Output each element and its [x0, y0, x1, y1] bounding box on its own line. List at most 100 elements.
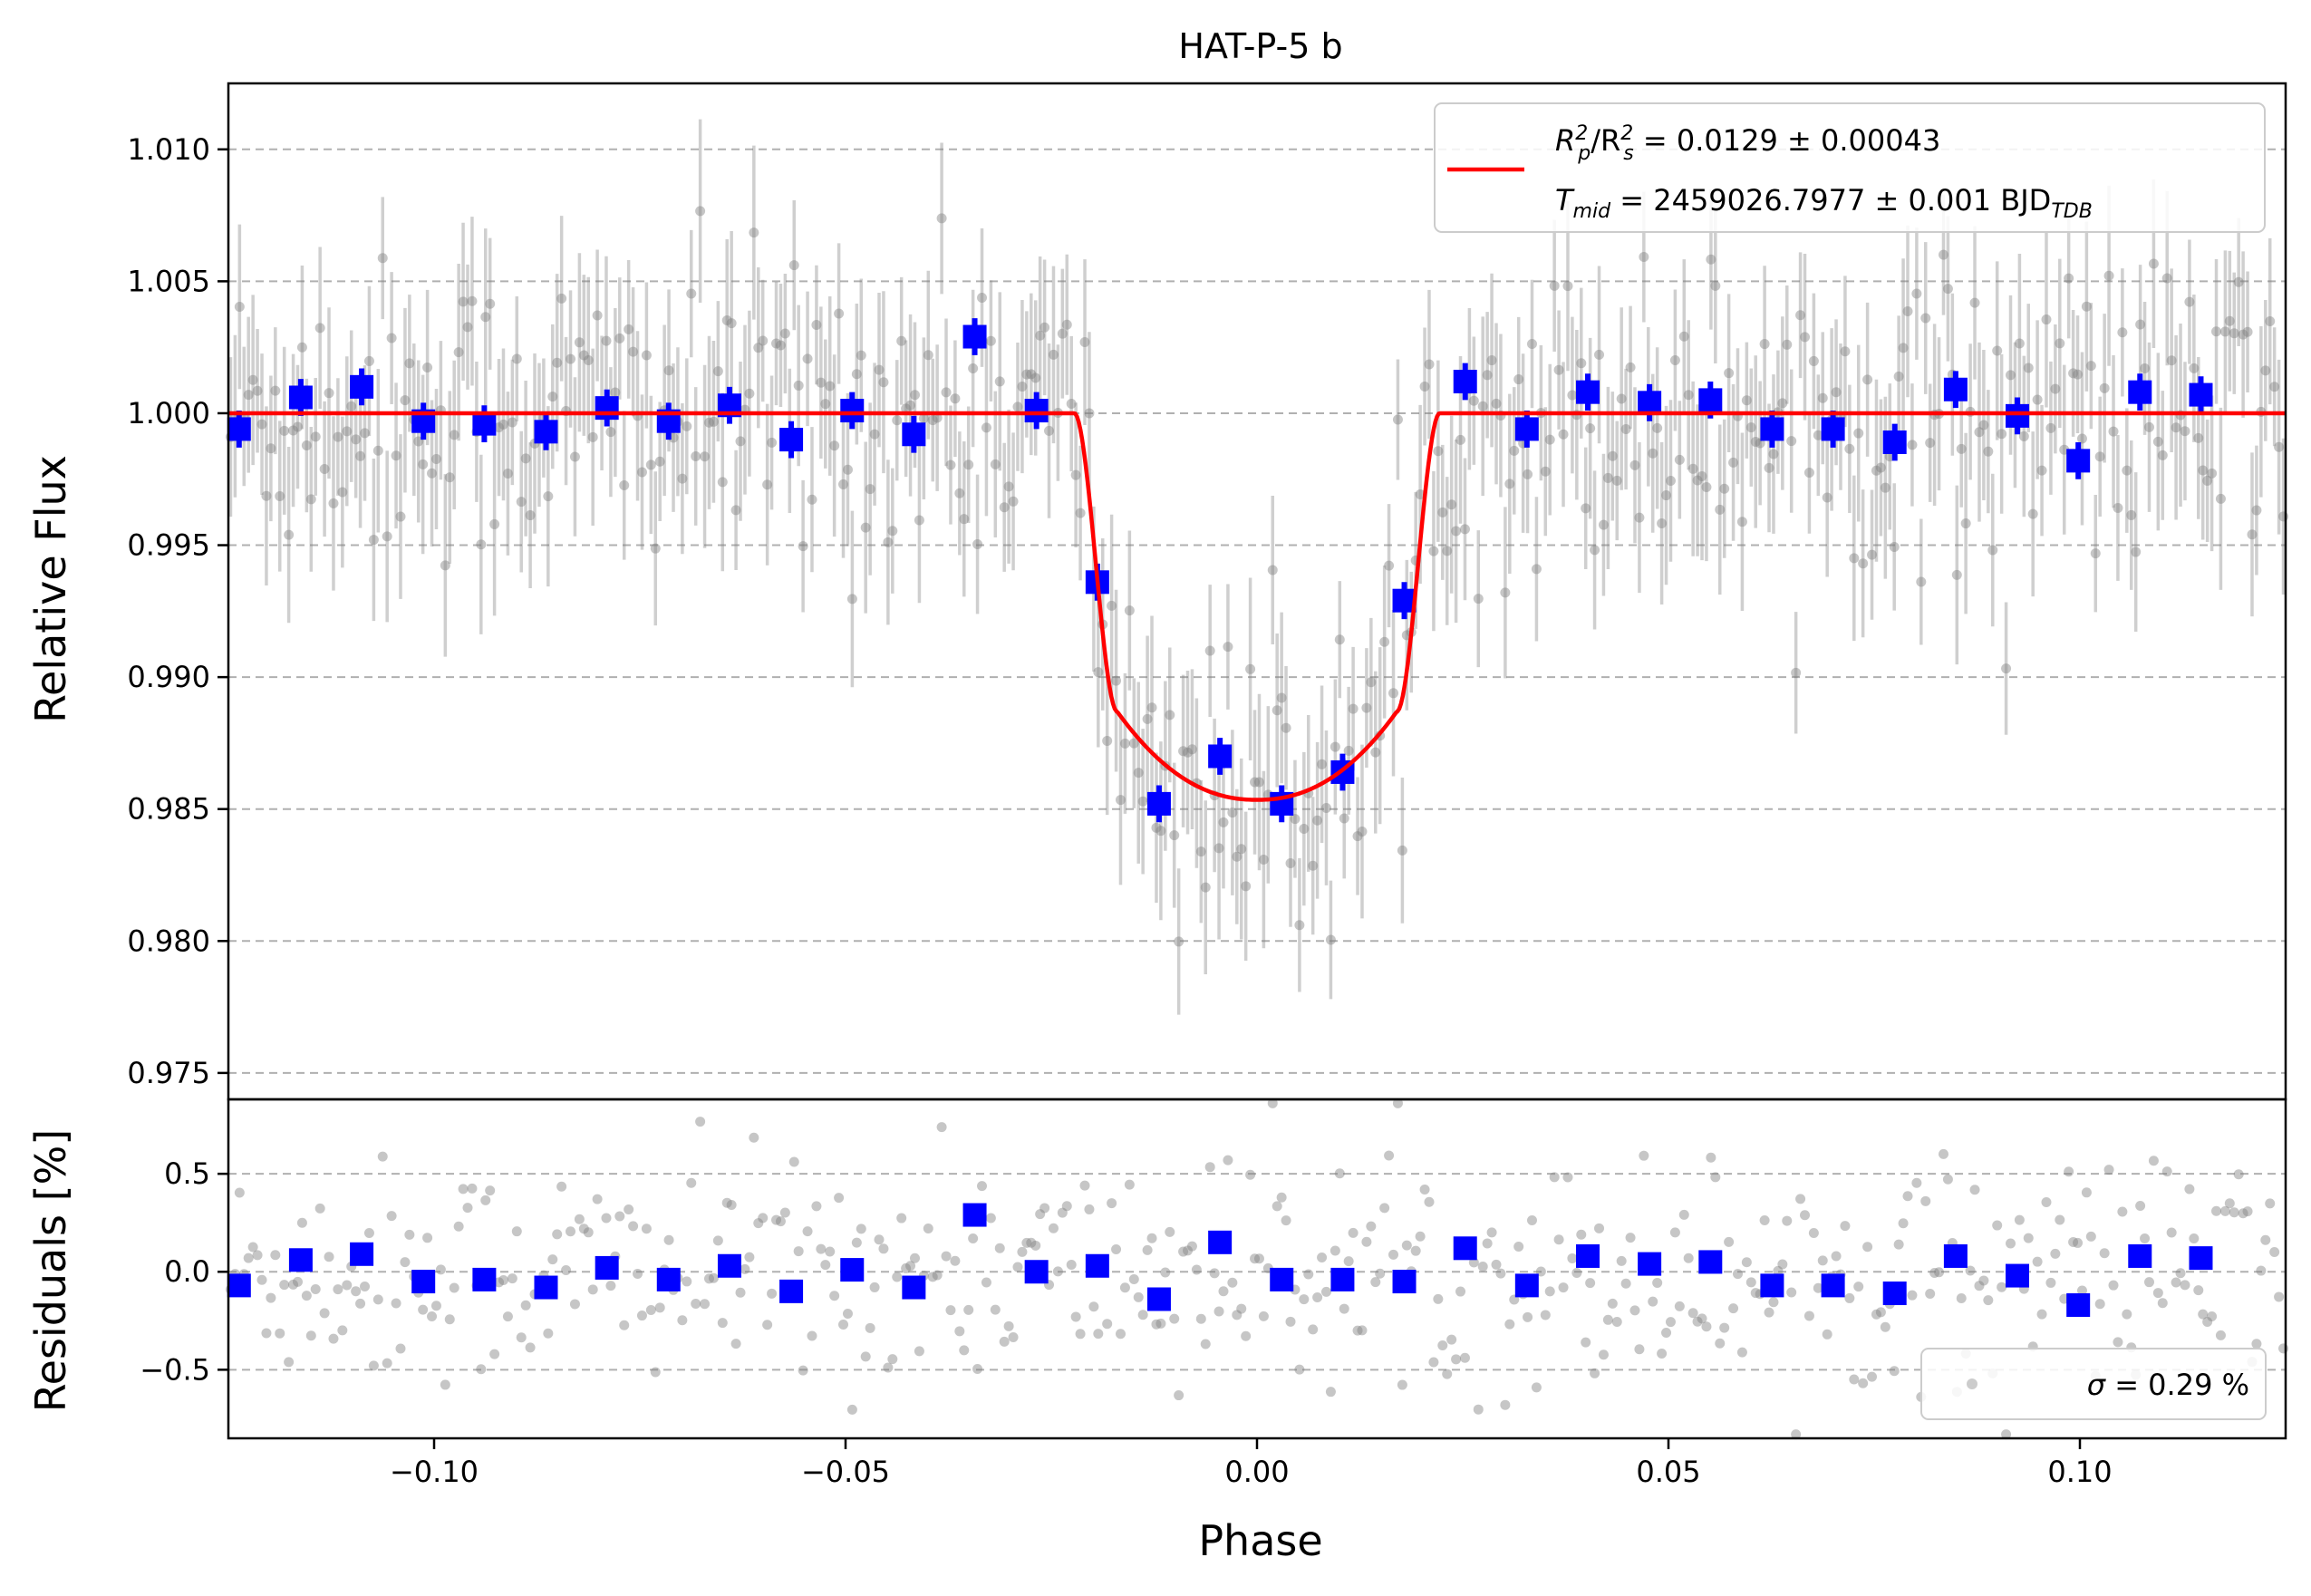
raw-residual-point: [1156, 1318, 1166, 1329]
raw-flux-point: [1960, 518, 1971, 529]
raw-residual-point: [1849, 1374, 1860, 1385]
raw-flux-point: [234, 301, 245, 312]
binned-residual-point: [1208, 1230, 1233, 1254]
raw-flux-point: [1250, 777, 1261, 788]
raw-residual-point: [1867, 1371, 1878, 1382]
binned-residual-point: [2189, 1246, 2213, 1271]
raw-flux-point: [829, 440, 840, 451]
raw-flux-point: [1983, 446, 1994, 457]
raw-residual-point: [811, 1201, 822, 1212]
raw-flux-point: [2108, 426, 2119, 437]
raw-flux-point: [547, 392, 558, 402]
raw-residual-point: [2122, 1309, 2132, 1320]
raw-residual-point: [636, 1311, 647, 1321]
raw-residual-point: [1357, 1325, 1368, 1336]
raw-flux-point: [1468, 395, 1479, 406]
raw-residual-point: [767, 1288, 778, 1299]
raw-residual-point: [1768, 1297, 1779, 1308]
raw-residual-point: [614, 1211, 625, 1222]
raw-flux-point: [1428, 546, 1439, 556]
raw-flux-point: [2103, 270, 2114, 281]
raw-flux-point: [2113, 502, 2123, 513]
raw-residual-point: [1803, 1311, 1814, 1321]
phase-x-ticks: −0.10 −0.05 0.00 0.05 0.10: [390, 1438, 2113, 1489]
raw-residual-point: [1388, 1249, 1399, 1260]
raw-residual-point: [712, 1235, 723, 1246]
raw-flux-point: [449, 430, 459, 440]
raw-flux-point: [427, 468, 438, 479]
raw-flux-point: [1817, 392, 1828, 403]
binned-flux-point: [1024, 399, 1049, 423]
raw-flux-point: [650, 543, 661, 554]
raw-flux-point: [1745, 422, 1756, 433]
raw-flux-point: [543, 491, 554, 502]
raw-residual-point: [1128, 1273, 1139, 1284]
raw-flux-point: [1183, 747, 1194, 758]
raw-flux-point: [1893, 371, 1904, 382]
raw-flux-point: [1862, 374, 1873, 385]
raw-flux-point: [511, 353, 522, 364]
raw-flux-point: [275, 490, 285, 501]
raw-residual-point: [243, 1253, 254, 1263]
raw-residual-point: [816, 1243, 827, 1254]
raw-residual-point: [633, 1268, 643, 1279]
raw-flux-point: [261, 490, 272, 501]
residuals-legend-box: [1920, 1348, 2267, 1420]
raw-flux-point: [360, 428, 371, 439]
raw-residual-point: [1701, 1321, 1712, 1332]
raw-flux-point: [1334, 634, 1345, 645]
raw-residual-point: [1920, 1195, 1931, 1206]
raw-residual-point: [1657, 1348, 1668, 1359]
residuals-y-tick-label: 0.5: [164, 1156, 210, 1191]
raw-flux-point: [749, 227, 759, 238]
binned-residual-point: [1698, 1250, 1723, 1274]
raw-flux-point: [838, 479, 849, 489]
raw-flux-point: [1764, 462, 1774, 473]
raw-residual-point: [587, 1284, 598, 1295]
raw-flux-point: [351, 434, 362, 445]
raw-residual-point: [1875, 1307, 1886, 1318]
raw-flux-point: [1858, 558, 1869, 569]
raw-residual-point: [1504, 1319, 1515, 1330]
raw-residual-point: [292, 1276, 303, 1287]
raw-flux-point: [2117, 327, 2128, 338]
raw-residual-point: [2036, 1309, 2047, 1320]
raw-residual-point: [1361, 1236, 1372, 1247]
raw-residual-point: [1929, 1268, 1940, 1279]
raw-residual-point: [453, 1221, 464, 1232]
raw-flux-point: [1057, 328, 1068, 339]
raw-flux-point: [851, 369, 862, 380]
raw-flux-point: [1419, 381, 1430, 392]
raw-flux-point: [1759, 339, 1770, 350]
raw-flux-point: [520, 453, 531, 464]
raw-flux-point: [834, 308, 845, 319]
raw-flux-point: [1066, 398, 1077, 409]
binned-flux-point: [840, 399, 865, 423]
raw-residual-point: [574, 1214, 585, 1224]
raw-residual-point: [963, 1304, 974, 1315]
raw-flux-point: [2050, 383, 2061, 394]
raw-flux-point: [2207, 468, 2218, 479]
raw-residual-point: [2171, 1277, 2181, 1288]
raw-residual-point: [1008, 1332, 1019, 1343]
raw-residual-point: [730, 1339, 741, 1349]
raw-residual-point: [1652, 1277, 1663, 1288]
raw-flux-point: [337, 487, 348, 498]
raw-flux-point: [1549, 280, 1560, 291]
raw-residual-point: [2014, 1214, 2025, 1225]
raw-flux-point: [556, 293, 567, 304]
raw-residual-point: [372, 1294, 383, 1305]
raw-flux-point: [1750, 436, 1761, 447]
raw-residual-point: [2219, 1205, 2230, 1216]
raw-flux-point: [1186, 744, 1197, 755]
raw-flux-point: [1786, 436, 1797, 447]
raw-residual-point: [1607, 1298, 1618, 1309]
binned-residual-point: [1882, 1282, 1907, 1306]
raw-residual-point: [914, 1346, 924, 1357]
raw-residual-point: [959, 1345, 970, 1356]
raw-residual-point: [1223, 1155, 1233, 1166]
raw-flux-point: [368, 535, 379, 546]
raw-flux-point: [1366, 677, 1377, 688]
raw-flux-point: [2211, 326, 2222, 337]
raw-residual-point: [2202, 1317, 2213, 1328]
